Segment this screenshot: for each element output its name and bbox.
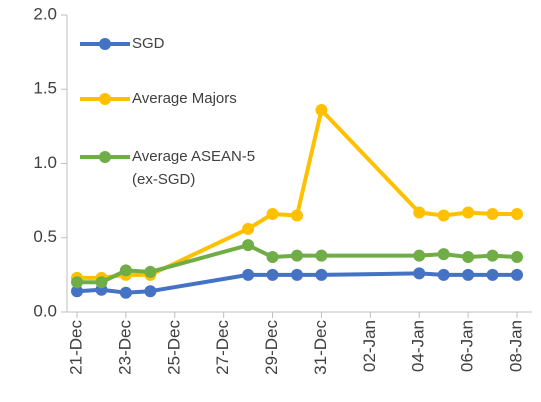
data-point [242,222,255,235]
x-tick-label: 29-Dec [262,320,281,375]
x-tick-label: 02-Jan [360,320,379,372]
x-tick-label: 27-Dec [213,320,232,375]
data-point [291,249,303,262]
data-point [462,251,475,264]
y-tick-label: 1.0 [33,153,57,172]
x-tick-label: 25-Dec [164,320,183,375]
data-point [266,207,279,220]
data-point [413,267,426,280]
data-point [242,239,255,252]
data-point [144,265,157,278]
data-point [71,285,83,298]
y-tick-label: 0.0 [33,301,57,320]
data-point [486,207,499,220]
data-point [315,104,328,117]
data-point [462,206,475,219]
data-point [266,268,279,281]
legend-label: SGD [132,35,165,52]
data-point [266,251,279,264]
data-point [242,268,255,281]
data-point [119,286,132,299]
y-tick-label: 2.0 [33,4,57,23]
data-point [437,268,450,281]
data-point [413,206,426,219]
legend-label: Average ASEAN-5 (ex-SGD) [132,148,256,188]
x-tick-label: 31-Dec [311,320,330,375]
data-point [413,249,426,262]
legend-marker [99,151,111,163]
data-point [462,268,475,281]
data-point [119,264,132,277]
legend-marker [99,93,111,105]
data-point [511,207,523,220]
data-point [511,251,523,264]
y-tick-label: 0.5 [33,227,57,246]
data-point [71,276,83,289]
x-tick-label: 21-Dec [66,320,85,375]
data-point [291,268,303,281]
y-tick-label: 1.5 [33,79,57,98]
data-point [291,209,303,222]
data-point [95,276,108,289]
data-point [144,285,157,298]
x-tick-label: 08-Jan [506,320,525,372]
data-point [437,209,450,222]
legend-label: Average Majors [132,90,237,107]
data-point [437,248,450,261]
data-point [315,268,328,281]
data-point [486,268,499,281]
x-tick-label: 06-Jan [458,320,477,372]
legend-marker [99,38,111,50]
x-tick-label: 23-Dec [115,320,134,375]
data-point [486,249,499,262]
data-point [315,249,328,262]
data-point [511,268,523,281]
x-tick-label: 04-Jan [409,320,428,372]
